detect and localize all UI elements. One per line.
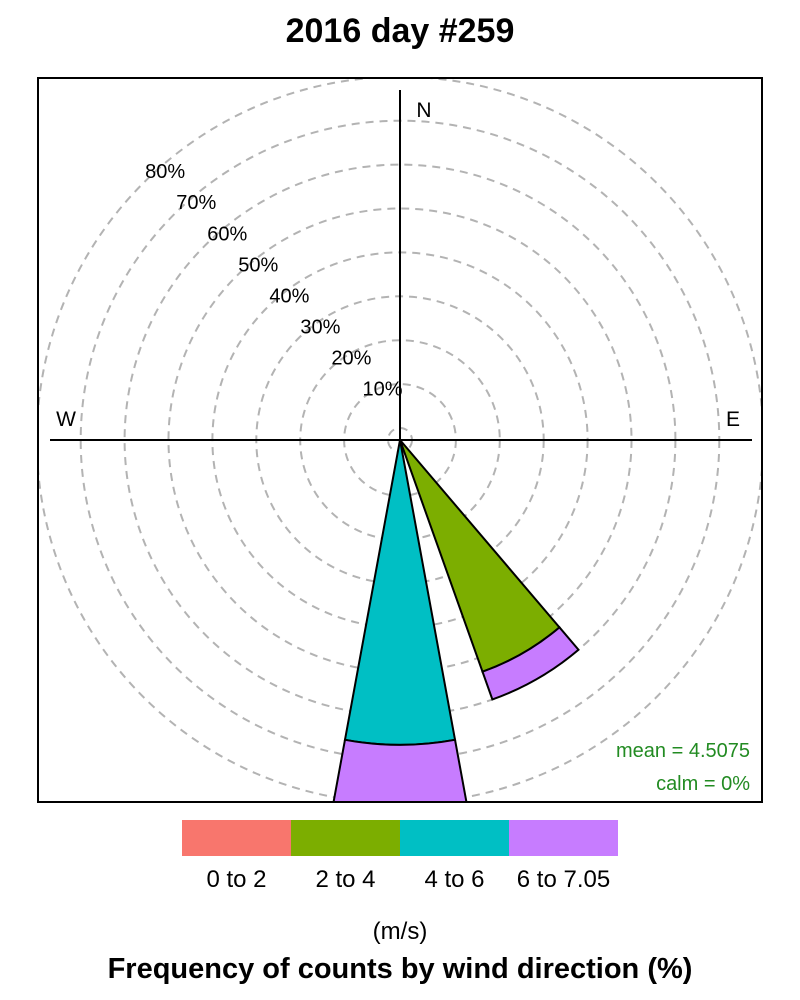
- ring-label: 40%: [269, 285, 309, 307]
- units-label: (m/s): [372, 918, 428, 945]
- ring-label: 80%: [145, 161, 185, 183]
- ring-label: 60%: [207, 223, 247, 245]
- legend-key: [291, 820, 400, 856]
- ring-label: 70%: [176, 192, 216, 214]
- ring-label: 10%: [362, 378, 402, 400]
- ring-label: 30%: [300, 316, 340, 338]
- petals: [332, 440, 580, 802]
- west-label: W: [56, 408, 76, 431]
- calm-label: calm = 0%: [656, 773, 750, 795]
- legend-label: 4 to 6: [424, 866, 485, 893]
- ring-labels: 10% 20% 30% 40% 50% 60% 70% 80%: [145, 161, 403, 400]
- petal-segment: [332, 738, 468, 802]
- footer-caption: Frequency of counts by wind direction (%…: [107, 953, 693, 985]
- plot-border: [37, 77, 763, 803]
- chart-title: 2016 day #259: [285, 12, 515, 50]
- mean-label: mean = 4.5075: [616, 740, 750, 762]
- ring-label: 20%: [331, 347, 371, 369]
- legend-label: 0 to 2: [206, 866, 267, 893]
- legend-key: [182, 820, 291, 856]
- legend-key: [509, 820, 618, 856]
- legend-label: 2 to 4: [315, 866, 376, 893]
- legend-label: 6 to 7.05: [516, 866, 611, 893]
- east-label: E: [726, 408, 740, 431]
- ring-label: 50%: [238, 254, 278, 276]
- petal-segment: [481, 625, 580, 701]
- north-label: N: [416, 99, 431, 122]
- legend-key: [400, 820, 509, 856]
